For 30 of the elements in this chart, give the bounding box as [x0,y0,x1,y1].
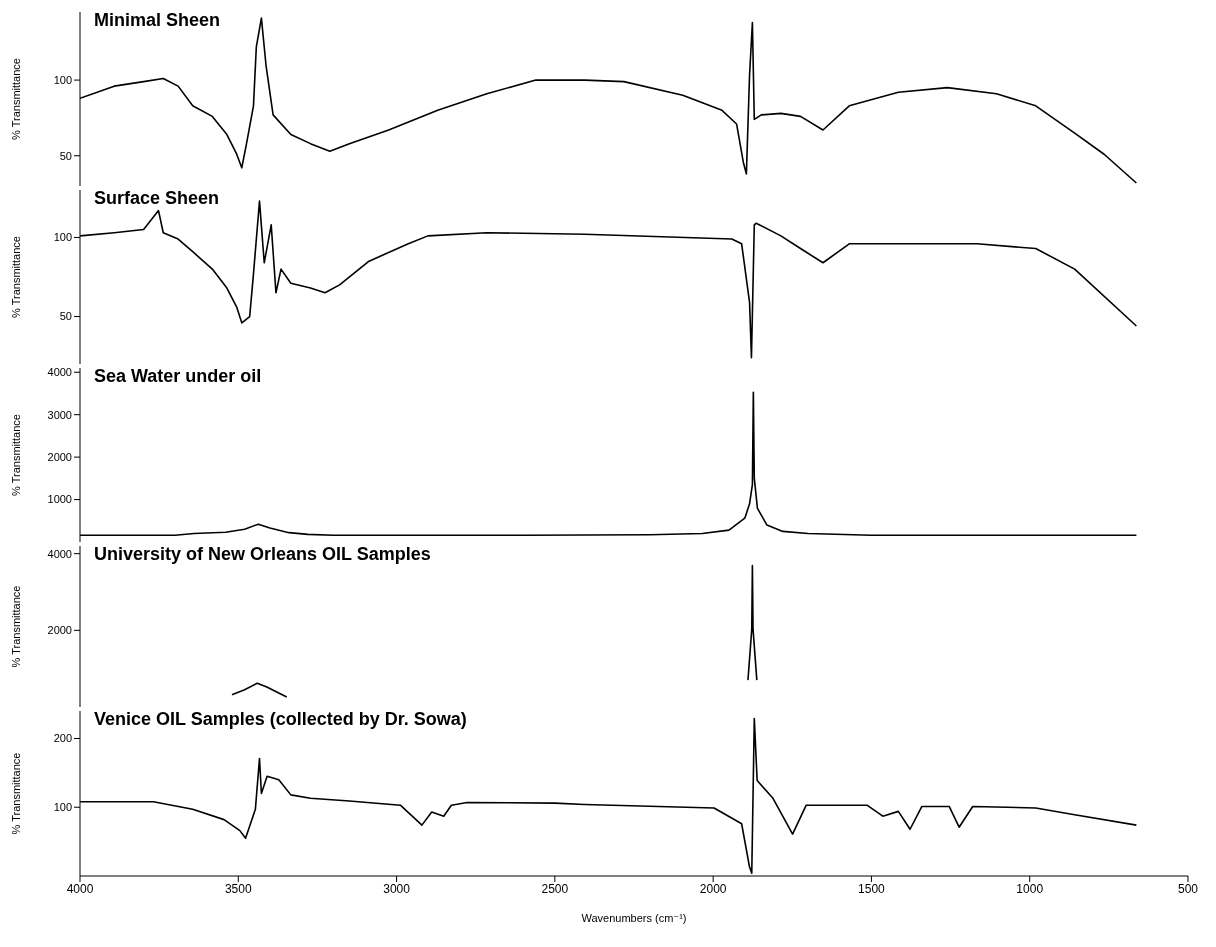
chart-title: University of New Orleans OIL Samples [94,544,431,565]
y-tick-label: 4000 [47,366,72,379]
chart-title: Sea Water under oil [94,366,262,387]
y-axis-title: % Transmittance [9,752,22,835]
x-axis-title: Wavenumbers (cm⁻¹) [581,912,687,924]
chart-title: Minimal Sheen [94,10,221,31]
y-tick-label: 4000 [47,547,72,560]
y-tick-label: 100 [53,73,72,86]
y-tick-label: 50 [59,310,72,323]
x-tick-label: 500 [1177,881,1199,896]
y-axis-title: % Transmittance [9,414,22,496]
y-tick-label: 1000 [47,493,72,506]
x-tick-label: 3500 [224,881,252,896]
x-tick-label: 2000 [699,881,727,896]
y-tick-label: 200 [53,732,72,745]
y-tick-label: 2000 [47,624,72,637]
chart-title: Surface Sheen [94,188,220,209]
x-tick-label: 1000 [1016,881,1044,896]
y-axis-title: % Transmittance [9,585,22,668]
y-axis-title: % Transmittance [9,236,22,318]
x-tick-label: 2500 [541,881,569,896]
y-tick-label: 50 [59,149,72,162]
x-tick-label: 1500 [858,881,886,896]
chart-title: Venice OIL Samples (collected by Dr. Sowa) [94,709,467,730]
x-tick-label: 3000 [383,881,411,896]
y-tick-label: 3000 [47,408,72,421]
y-tick-label: 100 [53,801,72,814]
y-axis-title: % Transmittance [9,58,22,140]
y-tick-label: 100 [53,231,72,244]
y-tick-label: 2000 [47,451,72,464]
